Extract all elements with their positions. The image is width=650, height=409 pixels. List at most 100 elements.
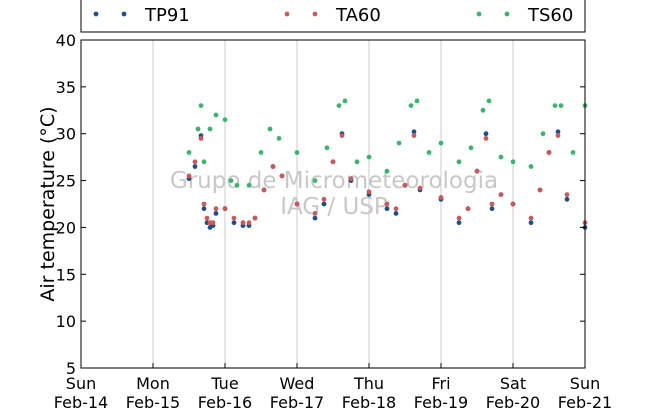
data-point bbox=[555, 133, 561, 139]
legend-label: TP91 bbox=[144, 5, 190, 26]
data-point bbox=[456, 215, 462, 221]
data-point bbox=[402, 182, 408, 188]
data-point bbox=[414, 98, 420, 104]
data-point bbox=[201, 206, 207, 212]
data-point bbox=[438, 195, 444, 200]
data-point bbox=[312, 211, 318, 216]
data-point bbox=[564, 192, 570, 198]
data-point bbox=[192, 164, 198, 169]
data-point bbox=[474, 168, 480, 174]
y-tick-label: 40 bbox=[56, 31, 76, 50]
y-tick-label: 10 bbox=[56, 312, 76, 331]
x-axis: SunFeb-14MonFeb-15TueFeb-16WedFeb-17ThuF… bbox=[54, 363, 612, 409]
legend-marker bbox=[284, 11, 290, 17]
data-point bbox=[312, 215, 318, 221]
y-tick-label: 20 bbox=[56, 218, 76, 237]
y-tick-label: 25 bbox=[56, 172, 76, 191]
data-point bbox=[438, 140, 444, 146]
legend-marker bbox=[312, 11, 318, 17]
data-point bbox=[498, 192, 504, 198]
data-point bbox=[198, 136, 204, 141]
x-tick-label-date: Feb-15 bbox=[126, 393, 180, 409]
data-point bbox=[252, 215, 258, 221]
data-point bbox=[489, 206, 495, 212]
y-tick-label: 35 bbox=[56, 78, 76, 97]
data-point bbox=[483, 131, 489, 137]
data-point bbox=[270, 164, 276, 169]
data-point bbox=[240, 220, 246, 226]
x-tick-label-date: Feb-21 bbox=[558, 393, 612, 409]
data-point bbox=[321, 201, 327, 207]
data-point bbox=[483, 136, 489, 141]
data-point bbox=[348, 176, 354, 182]
data-point bbox=[417, 185, 423, 191]
data-point bbox=[339, 133, 345, 139]
data-point bbox=[426, 150, 432, 155]
data-point bbox=[366, 154, 372, 160]
legend-marker bbox=[504, 11, 510, 17]
data-point bbox=[456, 159, 462, 165]
data-point bbox=[204, 215, 210, 221]
data-point bbox=[192, 159, 198, 165]
x-tick-label-day: Wed bbox=[280, 374, 315, 393]
data-point bbox=[396, 140, 402, 146]
x-tick-label-date: Feb-14 bbox=[54, 393, 108, 409]
data-point bbox=[384, 206, 390, 212]
data-point bbox=[222, 117, 228, 123]
y-axis-label: Air temperature (°C) bbox=[37, 106, 59, 301]
x-tick-label-day: Sun bbox=[570, 374, 600, 393]
data-point bbox=[411, 129, 417, 135]
data-point bbox=[465, 206, 471, 212]
series-ta60 bbox=[186, 133, 588, 226]
data-point bbox=[312, 178, 318, 184]
watermark: Grupo de Micrometeorologia IAG / USP bbox=[170, 168, 498, 220]
data-point bbox=[186, 150, 192, 155]
y-tick-label: 5 bbox=[66, 359, 76, 378]
x-tick-label-day: Thu bbox=[353, 374, 384, 393]
data-point bbox=[384, 168, 390, 174]
data-point bbox=[231, 215, 237, 221]
data-point bbox=[213, 112, 219, 118]
data-point bbox=[555, 129, 561, 135]
x-tick-label-date: Feb-20 bbox=[486, 393, 540, 409]
data-point bbox=[354, 159, 360, 165]
data-point bbox=[201, 159, 207, 165]
data-point bbox=[324, 145, 330, 151]
data-point bbox=[393, 206, 399, 212]
data-point bbox=[321, 196, 327, 202]
data-point bbox=[222, 206, 228, 212]
y-axis: 5 10 15 20 25 30 35 40 bbox=[56, 31, 585, 378]
data-point bbox=[546, 150, 552, 155]
data-point bbox=[201, 201, 207, 207]
plot-frame bbox=[80, 39, 586, 369]
data-point bbox=[294, 201, 300, 207]
data-point bbox=[261, 187, 267, 193]
watermark-line-2: IAG / USP bbox=[280, 194, 388, 220]
legend: TP91 TA60 TS60 bbox=[80, 0, 586, 33]
data-point bbox=[246, 220, 252, 226]
data-point bbox=[510, 159, 516, 165]
data-point bbox=[267, 126, 273, 132]
data-point bbox=[510, 201, 516, 207]
x-tick-label-day: Mon bbox=[136, 374, 170, 393]
data-point bbox=[228, 178, 234, 184]
legend-marker bbox=[476, 11, 482, 17]
data-point bbox=[213, 206, 219, 212]
x-tick-label-day: Fri bbox=[431, 374, 450, 393]
data-point bbox=[480, 107, 486, 113]
data-point bbox=[210, 220, 216, 226]
data-point bbox=[279, 173, 285, 179]
watermark-line-1: Grupo de Micrometeorologia bbox=[170, 168, 498, 194]
data-point bbox=[198, 103, 204, 108]
legend-marker bbox=[121, 11, 127, 17]
data-point bbox=[456, 220, 462, 226]
legend-marker bbox=[93, 11, 99, 17]
data-point bbox=[468, 145, 474, 151]
data-point bbox=[408, 103, 414, 108]
data-point bbox=[489, 201, 495, 207]
x-tick-label-date: Feb-18 bbox=[342, 393, 396, 409]
y-tick-label: 15 bbox=[56, 265, 76, 284]
data-point bbox=[246, 182, 252, 188]
data-point bbox=[498, 154, 504, 160]
